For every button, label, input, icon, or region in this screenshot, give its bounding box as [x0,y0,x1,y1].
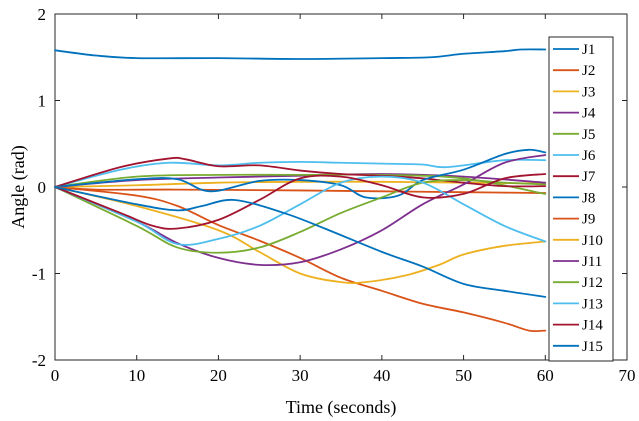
legend-label: J14 [582,318,603,334]
y-axis-label: Angle (rad) [8,145,29,228]
x-tick-label: 70 [619,366,636,385]
series-line-j5 [54,173,547,195]
y-tick-label: 2 [38,5,47,24]
x-axis-label: Time (seconds) [286,397,397,418]
legend-box [548,36,614,362]
series-line-j10 [54,186,547,285]
series-line-j6 [54,158,547,188]
y-tick-label: 1 [38,92,47,111]
legend-label: J12 [582,275,603,291]
legend-label: J9 [582,212,595,228]
series-line-j7 [54,156,547,188]
series-line-j11 [54,154,547,267]
x-tick-label: 40 [373,366,390,385]
legend-label: J11 [582,254,602,270]
legend-label: J8 [582,190,595,206]
series-line-j8 [54,148,547,200]
series-line-j14 [54,173,547,230]
legend-label: J6 [582,148,596,164]
legend-label: J3 [582,84,595,100]
x-tick-label: 20 [210,366,227,385]
y-tick-label: -1 [32,265,46,284]
legend-label: J2 [582,63,595,79]
x-tick-label: 30 [292,366,309,385]
legend-label: J7 [582,169,596,185]
series-line-j15 [54,186,547,298]
y-tick-label: 0 [38,178,47,197]
y-tick-label: -2 [32,351,46,370]
x-tick-label: 10 [128,366,145,385]
legend: J1 J2 J3 J4 J5 J6 J7 J8 J9 J10 J11 J12 J13 J14 J15 [548,36,614,362]
legend-label: J10 [582,233,603,249]
x-tick-label: 60 [537,366,554,385]
series-lines [54,48,547,333]
series-line-j13 [54,175,547,246]
series-line-j2 [54,186,547,194]
series-line-j1 [54,48,547,60]
x-tick-label: 0 [51,366,60,385]
legend-label: J4 [582,106,596,122]
axis-ticks: 0 10 20 30 40 50 60 70 -2 -1 0 1 2 [32,5,636,385]
legend-label: J15 [582,339,603,355]
x-tick-label: 50 [455,366,472,385]
series-line-j9 [54,186,547,333]
legend-label: J13 [582,296,603,312]
legend-label: J1 [582,42,595,58]
legend-label: J5 [582,127,595,143]
